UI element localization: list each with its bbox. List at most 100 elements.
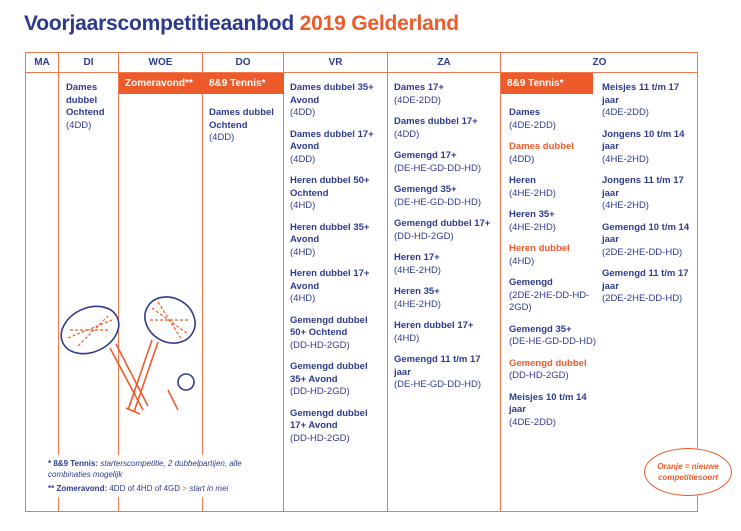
entry-code: (4DE-2DD) <box>509 416 556 428</box>
entry-title: Dames dubbel Ochtend <box>209 107 274 131</box>
entry-title: Gemengd dubbel 17+ <box>394 218 491 229</box>
entry-title: Gemengd 10 t/m 14 jaar <box>602 221 690 246</box>
competition-entry: Dames (4DE-2DD) <box>509 107 597 132</box>
entry-code: (4HE-2HD) <box>602 153 649 165</box>
entry-title: Gemengd dubbel 17+ Avond <box>290 407 368 432</box>
header-zo: ZO <box>501 53 698 73</box>
entry-code: (4HE-2HD) <box>509 187 556 199</box>
entry-code: (DD-HD-2GD) <box>290 432 350 444</box>
title-accent: 2019 Gelderland <box>299 12 459 35</box>
entry-title: Gemengd dubbel 35+ Avond <box>290 361 368 385</box>
entry-title: Gemengd 11 t/m 17 jaar <box>394 354 481 378</box>
entry-title: Jongens 10 t/m 14 jaar <box>602 128 685 153</box>
cell-zo-left: Dames (4DE-2DD) Dames dubbel (4DD) Heren (4HE… <box>509 107 597 438</box>
header-di: DI <box>59 53 119 73</box>
entry-code: (4HD) <box>290 293 316 304</box>
entry-code: (4HD) <box>290 246 316 258</box>
column-vr <box>284 73 388 511</box>
legend-note: Oranje = nieuwe competitiesoort <box>644 448 732 496</box>
competition-entry: Meisjes 10 t/m 14 jaar (4DE-2DD) <box>509 392 597 430</box>
entry-title: Heren dubbel 17+ Avond <box>290 268 370 292</box>
footnote-label: * 8&9 Tennis: <box>48 459 99 468</box>
entry-title: Heren 35+ <box>509 209 555 220</box>
arrow-icon: > <box>182 484 187 493</box>
entry-code: (2DE-2HE-DD-HD) <box>602 246 683 258</box>
cell-do: Dames dubbel Ochtend (4DD) <box>209 107 281 154</box>
footnotes: * 8&9 Tennis: starterscompetitie, 2 dubb… <box>46 455 270 497</box>
badge-zomeravond: Zomeravond** <box>119 73 203 94</box>
competition-entry: Dames dubbel 17+ Avond (4DD) <box>290 129 386 167</box>
competition-entry: Dames 17+ (4DE-2DD) <box>394 82 500 107</box>
header-do: DO <box>203 53 284 73</box>
entry-code: (4DE-2DD) <box>602 107 649 118</box>
competition-entry: Gemengd dubbel 17+ Avond (DD-HD-2GD) <box>290 408 386 446</box>
entry-title: Heren dubbel <box>509 243 570 254</box>
entry-title: Dames dubbel Ochtend <box>66 82 105 118</box>
competition-entry: Heren dubbel 17+ (4HD) <box>394 320 500 345</box>
entry-code: (4HD) <box>290 200 316 211</box>
competition-entry: Heren 35+ (4HE-2HD) <box>394 286 500 311</box>
entry-title: Gemengd 11 t/m 17 jaar <box>602 268 689 292</box>
entry-code: (4DD) <box>290 153 316 165</box>
entry-title: Gemengd 17+ <box>394 150 457 161</box>
competition-entry: Gemengd (2DE-2HE-DD-HD-2GD) <box>509 277 597 315</box>
entry-title: Heren dubbel 17+ <box>394 320 474 331</box>
badge-8-9-tennis-do: 8&9 Tennis* <box>203 73 284 94</box>
footnote-text: 4DD of 4HD of 4GD <box>109 484 181 493</box>
entry-code: (4HD) <box>509 255 535 267</box>
entry-title: Gemengd <box>509 277 553 288</box>
entry-title: Heren 35+ <box>394 286 440 297</box>
entry-title: Dames <box>509 107 541 118</box>
entry-code: (4DE-2DD) <box>509 119 556 131</box>
badge-8-9-tennis-zo: 8&9 Tennis* <box>501 73 593 94</box>
entry-title: Dames 17+ <box>394 82 444 93</box>
entry-title: Gemengd 35+ <box>509 323 572 335</box>
competition-entry: Heren 17+ (4HE-2HD) <box>394 252 500 277</box>
entry-code: (4HE-2HD) <box>509 221 556 233</box>
entry-code: (DE-HE-GD-DD-HD) <box>394 379 482 390</box>
entry-title: Meisjes 10 t/m 14 jaar <box>509 391 587 416</box>
entry-code: (2DE-2HE-DD-HD) <box>602 293 683 304</box>
competition-entry: Heren (4HE-2HD) <box>509 175 597 200</box>
tennis-rackets-illustration <box>60 296 196 415</box>
footnote-8-9-tennis: * 8&9 Tennis: starterscompetitie, 2 dubb… <box>48 458 268 480</box>
entry-code: (4DD) <box>66 119 92 131</box>
competition-entry: Gemengd dubbel (DD-HD-2GD) <box>509 358 597 383</box>
entry-title: Dames dubbel 17+ Avond <box>290 128 374 153</box>
entry-code: (4DD) <box>394 128 420 140</box>
entry-title: Meisjes 11 t/m 17 jaar <box>602 82 680 106</box>
competition-entry: Heren 35+ (4HE-2HD) <box>509 209 597 234</box>
column-do <box>203 73 284 511</box>
header-vr: VR <box>284 53 388 73</box>
competition-entry: Gemengd 35+ (DE-HE-GD-DD-HD) <box>394 184 500 209</box>
entry-code: (4HE-2HD) <box>394 298 441 310</box>
footnote-text: starterscompetitie, 2 dubbelpartijen, al… <box>48 459 242 479</box>
competition-entry: Gemengd 11 t/m 17 jaar (2DE-2HE-DD-HD) <box>602 268 698 306</box>
competition-entry: Gemengd 10 t/m 14 jaar (2DE-2HE-DD-HD) <box>602 222 698 260</box>
column-za <box>388 73 501 511</box>
competition-entry: Heren dubbel (4HD) <box>509 243 597 268</box>
page-title: Voorjaarscompetitieaanbod 2019 Gelderlan… <box>24 12 459 36</box>
cell-zo-right: Meisjes 11 t/m 17 jaar (4DE-2DD) Jongens 1… <box>602 82 698 315</box>
competition-entry: Heren dubbel 50+ Ochtend (4HD) <box>290 175 386 213</box>
competition-entry: Gemengd dubbel 35+ Avond (DD-HD-2GD) <box>290 361 386 399</box>
competition-entry: Meisjes 11 t/m 17 jaar (4DE-2DD) <box>602 82 698 120</box>
competition-entry: Gemengd 17+ (DE-HE-GD-DD-HD) <box>394 150 500 175</box>
footnote-zomeravond: ** Zomeravond: 4DD of 4HD of 4GD > start… <box>48 483 268 494</box>
column-woe <box>119 73 203 511</box>
header-ma: MA <box>26 53 59 73</box>
footnote-label: ** Zomeravond: <box>48 484 108 493</box>
competition-entry: Gemengd dubbel 50+ Ochtend (DD-HD-2GD) <box>290 315 386 353</box>
entry-title: Heren <box>509 175 536 186</box>
entry-code: (4DD) <box>290 107 316 118</box>
entry-code: (4DE-2DD) <box>394 94 441 106</box>
entry-title: Heren dubbel 35+ Avond <box>290 221 370 246</box>
competition-entry: Gemengd dubbel 17+ (DD-HD-2GD) <box>394 218 500 243</box>
entry-title: Gemengd 35+ <box>394 184 457 195</box>
competition-entry: Gemengd 11 t/m 17 jaar (DE-HE-GD-DD-HD) <box>394 354 500 392</box>
entry-code: (DD-HD-2GD) <box>290 339 350 351</box>
entry-code: (DE-HE-GD-DD-HD) <box>509 336 597 347</box>
footnote-italic: start in mei <box>189 484 229 493</box>
cell-za: Dames 17+ (4DE-2DD) Dames dubbel 17+ (4DD) G… <box>394 82 500 401</box>
cell-di: Dames dubbel Ochtend (4DD) <box>66 82 118 141</box>
